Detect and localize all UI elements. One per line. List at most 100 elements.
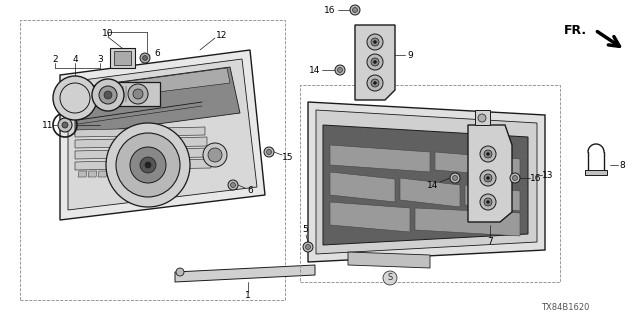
Circle shape bbox=[305, 244, 310, 250]
Polygon shape bbox=[75, 159, 211, 170]
Text: 7: 7 bbox=[487, 237, 493, 246]
Polygon shape bbox=[118, 82, 160, 106]
Circle shape bbox=[266, 149, 271, 155]
Circle shape bbox=[104, 91, 112, 99]
Circle shape bbox=[130, 147, 166, 183]
Polygon shape bbox=[108, 171, 117, 177]
Polygon shape bbox=[348, 252, 430, 268]
Circle shape bbox=[62, 122, 68, 128]
Circle shape bbox=[486, 201, 490, 204]
Text: 11: 11 bbox=[42, 121, 54, 130]
Circle shape bbox=[510, 173, 520, 183]
Circle shape bbox=[303, 242, 313, 252]
Text: 8: 8 bbox=[619, 161, 625, 170]
Polygon shape bbox=[400, 178, 460, 207]
Circle shape bbox=[140, 157, 156, 173]
Circle shape bbox=[133, 89, 143, 99]
Circle shape bbox=[450, 173, 460, 183]
Circle shape bbox=[228, 180, 238, 190]
Circle shape bbox=[53, 76, 97, 120]
Polygon shape bbox=[355, 25, 395, 100]
Circle shape bbox=[484, 150, 492, 158]
Polygon shape bbox=[308, 102, 545, 262]
Text: S: S bbox=[387, 274, 392, 283]
Text: 5: 5 bbox=[302, 226, 308, 235]
Polygon shape bbox=[330, 202, 410, 232]
Polygon shape bbox=[175, 265, 315, 282]
Circle shape bbox=[383, 271, 397, 285]
Text: TX84B1620: TX84B1620 bbox=[541, 303, 589, 313]
Polygon shape bbox=[468, 125, 512, 222]
Text: 12: 12 bbox=[216, 30, 228, 39]
Circle shape bbox=[99, 86, 117, 104]
Text: 14: 14 bbox=[428, 180, 438, 189]
Text: 4: 4 bbox=[72, 54, 78, 63]
Text: 16: 16 bbox=[531, 173, 541, 182]
Circle shape bbox=[484, 198, 492, 206]
Circle shape bbox=[353, 7, 358, 12]
Text: 2: 2 bbox=[52, 54, 58, 63]
Polygon shape bbox=[110, 48, 135, 68]
Text: 14: 14 bbox=[309, 66, 321, 75]
Circle shape bbox=[116, 133, 180, 197]
Circle shape bbox=[106, 123, 190, 207]
Text: FR.: FR. bbox=[564, 23, 587, 36]
Polygon shape bbox=[78, 171, 87, 177]
Circle shape bbox=[371, 38, 379, 46]
Circle shape bbox=[350, 5, 360, 15]
Text: 6: 6 bbox=[154, 49, 160, 58]
Circle shape bbox=[367, 54, 383, 70]
Circle shape bbox=[145, 162, 151, 168]
Circle shape bbox=[335, 65, 345, 75]
Polygon shape bbox=[118, 171, 127, 177]
Polygon shape bbox=[330, 172, 395, 202]
Circle shape bbox=[176, 268, 184, 276]
Text: 13: 13 bbox=[542, 171, 554, 180]
Text: 3: 3 bbox=[97, 54, 103, 63]
Circle shape bbox=[374, 41, 376, 44]
Text: 6: 6 bbox=[247, 186, 253, 195]
Circle shape bbox=[486, 177, 490, 180]
Text: S: S bbox=[387, 273, 393, 283]
Polygon shape bbox=[465, 185, 520, 211]
Circle shape bbox=[203, 143, 227, 167]
Polygon shape bbox=[475, 110, 490, 125]
Polygon shape bbox=[114, 51, 131, 65]
Polygon shape bbox=[88, 171, 97, 177]
Circle shape bbox=[367, 34, 383, 50]
Text: 10: 10 bbox=[102, 28, 114, 37]
Polygon shape bbox=[128, 171, 137, 177]
Polygon shape bbox=[316, 110, 537, 254]
Text: 16: 16 bbox=[324, 5, 336, 14]
Circle shape bbox=[478, 114, 486, 122]
Circle shape bbox=[484, 174, 492, 182]
Circle shape bbox=[143, 55, 147, 60]
Polygon shape bbox=[68, 59, 257, 210]
Circle shape bbox=[374, 60, 376, 63]
Circle shape bbox=[371, 79, 379, 87]
Polygon shape bbox=[330, 145, 430, 172]
Circle shape bbox=[367, 75, 383, 91]
Circle shape bbox=[374, 82, 376, 84]
Polygon shape bbox=[78, 68, 230, 102]
Circle shape bbox=[480, 170, 496, 186]
Circle shape bbox=[480, 194, 496, 210]
Circle shape bbox=[513, 175, 518, 180]
Circle shape bbox=[208, 148, 222, 162]
Circle shape bbox=[92, 79, 124, 111]
Circle shape bbox=[230, 182, 236, 188]
Text: 9: 9 bbox=[407, 51, 413, 60]
Polygon shape bbox=[75, 67, 240, 135]
Circle shape bbox=[486, 153, 490, 156]
Polygon shape bbox=[585, 170, 607, 175]
Circle shape bbox=[480, 146, 496, 162]
Circle shape bbox=[337, 68, 342, 73]
Circle shape bbox=[371, 58, 379, 66]
Polygon shape bbox=[60, 50, 265, 220]
Circle shape bbox=[58, 118, 72, 132]
Polygon shape bbox=[98, 171, 107, 177]
Circle shape bbox=[452, 175, 458, 180]
Polygon shape bbox=[75, 127, 205, 137]
Polygon shape bbox=[75, 148, 209, 159]
Polygon shape bbox=[75, 137, 207, 148]
